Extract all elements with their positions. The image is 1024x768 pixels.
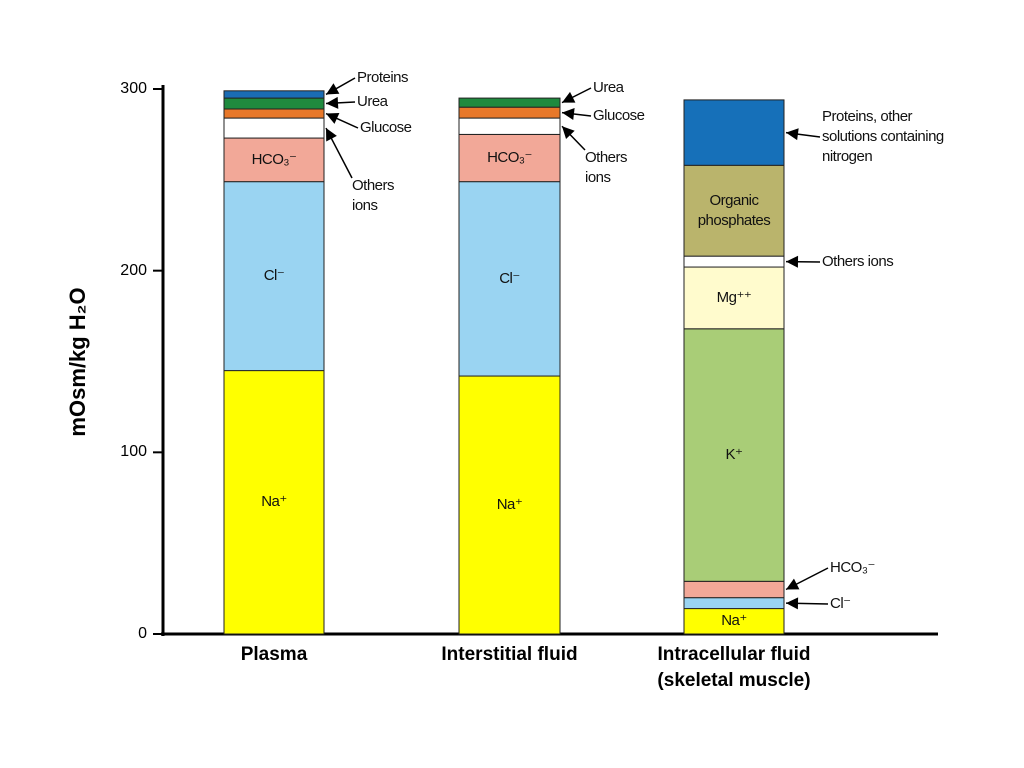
arrow-head xyxy=(326,113,340,124)
segment-annotation: Proteins xyxy=(357,69,409,86)
segment-annotation: Others ions xyxy=(822,253,894,270)
segment-annotation: Cl⁻ xyxy=(830,595,851,612)
y-tick-label: 100 xyxy=(120,443,147,461)
arrow-head xyxy=(326,128,337,142)
arrow-head xyxy=(786,128,799,141)
y-tick-label: 200 xyxy=(120,261,147,279)
segment-label: HCO₃⁻ xyxy=(487,149,532,167)
segment-annotation: Glucose xyxy=(593,107,645,124)
bar-segment xyxy=(683,164,785,257)
segment-label: Na⁺ xyxy=(496,496,523,514)
segment-label: Cl⁻ xyxy=(499,269,520,287)
segment-label: Na⁺ xyxy=(721,612,747,630)
x-tick-label: Intracellular fluid (skeletal muscle) xyxy=(657,644,811,691)
segment-annotation: Glucose xyxy=(360,119,412,136)
bar-segment xyxy=(223,90,325,99)
segment-annotation: Proteins, other solutions containing nit… xyxy=(822,108,944,165)
bar-segment xyxy=(223,370,325,635)
bar-segment xyxy=(458,181,561,377)
bar-segment xyxy=(223,108,325,119)
bar-segment xyxy=(458,117,561,135)
x-tick-label: Interstitial fluid xyxy=(441,644,578,665)
segment-label: Organic phosphates xyxy=(697,191,771,229)
arrow-head xyxy=(562,91,576,103)
bar-segment xyxy=(683,328,785,582)
x-tick-label: Plasma xyxy=(240,644,308,665)
bar-segment xyxy=(458,97,561,108)
bar-segment xyxy=(458,133,561,183)
bar-segment xyxy=(458,106,561,119)
bar-segment xyxy=(683,99,785,166)
segment-annotation: Others ions xyxy=(352,177,395,214)
segment-annotation: Urea xyxy=(357,93,388,110)
bar-segment xyxy=(223,97,325,110)
y-tick-label: 300 xyxy=(120,80,147,97)
bar-segment xyxy=(683,255,785,268)
arrow-head xyxy=(786,578,800,590)
segment-label: K⁺ xyxy=(725,446,743,464)
bar-segment xyxy=(683,597,785,610)
segment-label: Cl⁻ xyxy=(263,267,285,285)
bar-segment xyxy=(223,181,325,372)
y-axis-label: mOsm/kg H₂O xyxy=(65,287,90,437)
segment-annotation: Others ions xyxy=(585,149,628,186)
arrow-head xyxy=(562,108,575,120)
y-tick-label: 0 xyxy=(138,625,147,642)
bar-segment xyxy=(683,580,785,599)
bar-segment xyxy=(683,266,785,330)
arrow-head xyxy=(786,255,799,268)
segment-label: Mg⁺⁺ xyxy=(716,288,752,306)
segment-label: HCO₃⁻ xyxy=(251,150,297,168)
bar-segment xyxy=(223,137,325,183)
arrow-head xyxy=(786,597,799,610)
arrow-head xyxy=(562,126,575,140)
bar-segment xyxy=(223,117,325,139)
arrow-head xyxy=(326,83,340,95)
segment-annotation: Urea xyxy=(593,79,624,96)
segment-annotation: HCO₃⁻ xyxy=(830,559,875,576)
segment-label: Na⁺ xyxy=(261,493,287,511)
arrow-head xyxy=(326,96,339,109)
